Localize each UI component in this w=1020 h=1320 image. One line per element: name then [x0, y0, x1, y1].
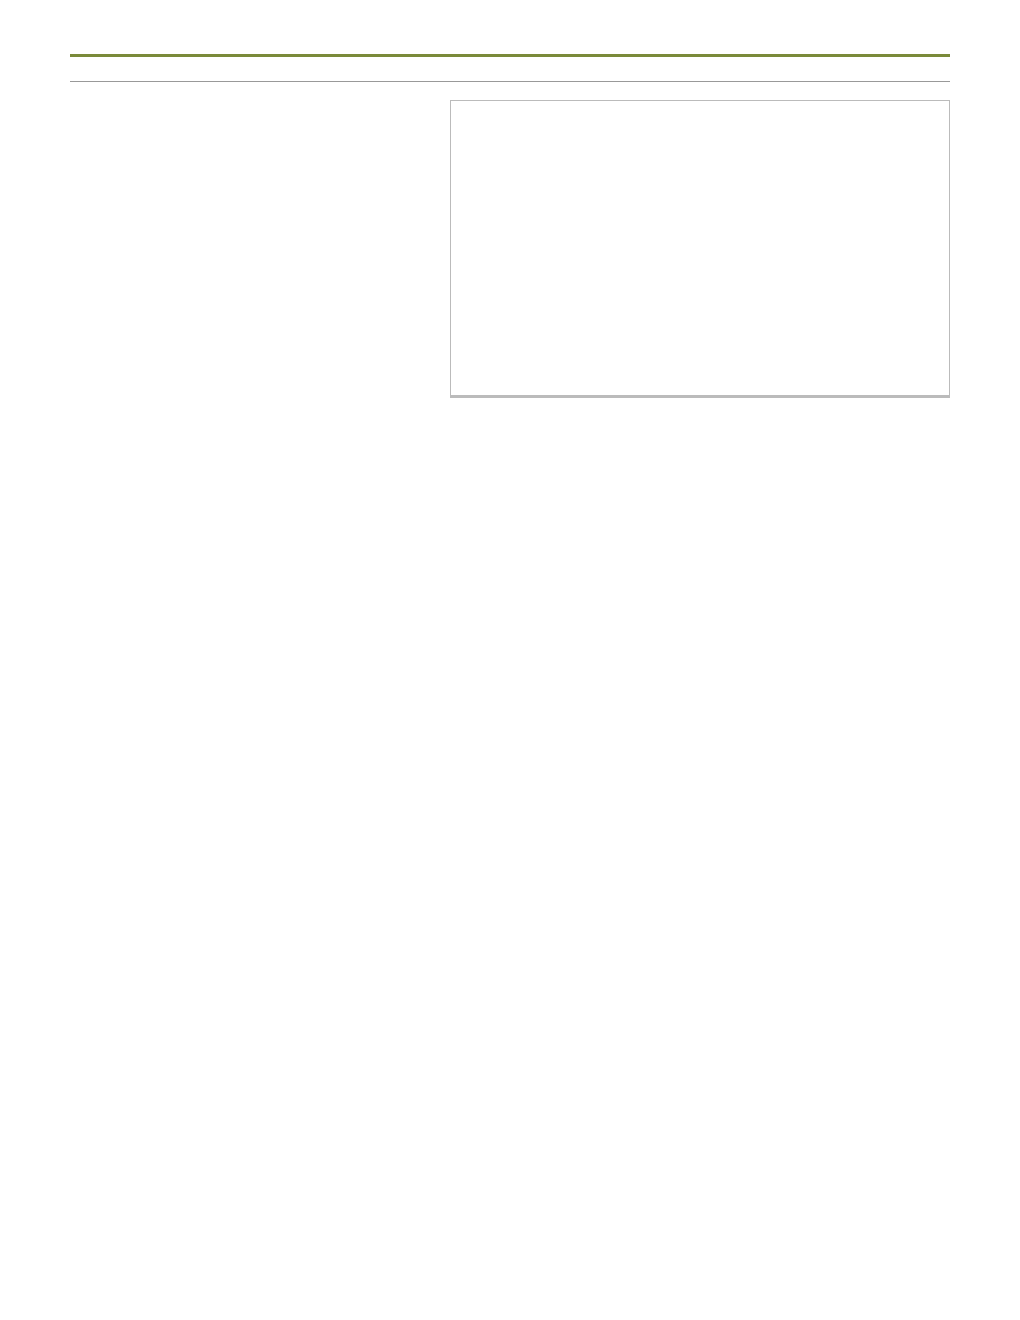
chart-area	[461, 115, 939, 385]
two-column-layout	[70, 100, 950, 398]
chart-svg	[461, 115, 941, 385]
divider	[70, 81, 950, 82]
left-column	[70, 100, 430, 118]
header-rule	[70, 54, 950, 57]
figure-1	[450, 100, 950, 398]
